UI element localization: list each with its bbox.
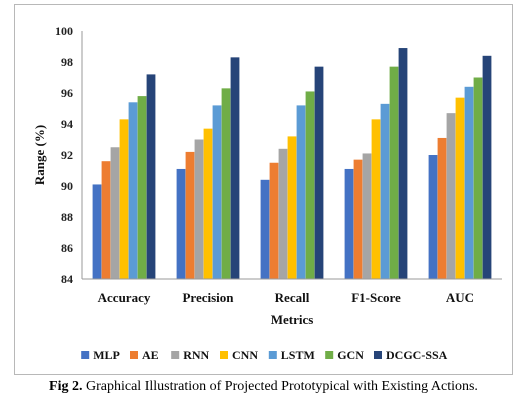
bar (428, 155, 438, 279)
legend-swatch (325, 351, 334, 359)
legend-swatch (220, 351, 228, 359)
bar (398, 48, 408, 279)
y-tick-label: 92 (61, 148, 73, 162)
x-tick-label: Precision (182, 290, 234, 305)
legend-label: CNN (232, 348, 258, 362)
x-tick-label: AUC (446, 290, 474, 305)
legend-swatch (171, 351, 180, 359)
caption-text: Graphical Illustration of Projected Prot… (86, 379, 478, 394)
bar (287, 136, 297, 279)
bar (128, 102, 138, 279)
bar (221, 88, 231, 279)
bar (101, 161, 111, 279)
y-tick-label: 84 (61, 272, 73, 286)
bar (371, 119, 381, 279)
bar (455, 97, 465, 280)
bar (119, 119, 129, 279)
bar (344, 168, 354, 279)
y-tick-label: 86 (61, 241, 73, 255)
caption-label: Fig 2. (49, 379, 83, 394)
y-tick-label: 96 (61, 86, 73, 100)
bar (353, 159, 363, 279)
bar (176, 168, 186, 279)
x-tick-label: F1-Score (351, 290, 401, 305)
legend-label: MLP (93, 348, 120, 362)
bar (380, 103, 390, 279)
legend-label: RNN (183, 348, 209, 362)
y-tick-label: 90 (61, 179, 73, 193)
legend-label: AE (142, 348, 159, 362)
x-axis-title: Metrics (271, 312, 314, 327)
bar (314, 66, 324, 280)
legend-label: GCN (337, 348, 364, 362)
legend-swatch (268, 351, 277, 359)
bar (137, 96, 147, 279)
bar (92, 184, 102, 279)
y-tick-label: 88 (61, 210, 73, 224)
x-tick-label: Accuracy (98, 290, 151, 305)
bar (185, 151, 195, 279)
bar (389, 66, 399, 280)
x-tick-label: Recall (275, 290, 310, 305)
legend-swatch (374, 351, 382, 359)
bar (203, 128, 213, 279)
bar (473, 77, 483, 279)
figure-caption: Fig 2. Graphical Illustration of Project… (0, 379, 527, 395)
legend-swatch (130, 351, 138, 359)
bar (110, 147, 120, 279)
y-tick-label: 94 (61, 117, 73, 131)
legend-label: LSTM (281, 348, 315, 362)
bar (362, 153, 372, 279)
y-tick-label: 98 (61, 55, 73, 69)
bar (305, 91, 315, 279)
bar (482, 55, 492, 279)
bar (437, 137, 447, 279)
bar (146, 74, 156, 280)
legend-swatch (81, 351, 90, 359)
bar (194, 139, 204, 279)
bar (269, 162, 279, 279)
legend-label: DCGC-SSA (386, 348, 448, 362)
y-axis-title: Range (%) (32, 125, 47, 185)
bar (278, 148, 288, 279)
bar (296, 105, 306, 280)
bar (260, 179, 270, 279)
y-tick-label: 100 (55, 24, 73, 38)
bar (464, 86, 474, 279)
bar (446, 113, 456, 280)
bar (230, 57, 240, 279)
bar (212, 105, 222, 280)
